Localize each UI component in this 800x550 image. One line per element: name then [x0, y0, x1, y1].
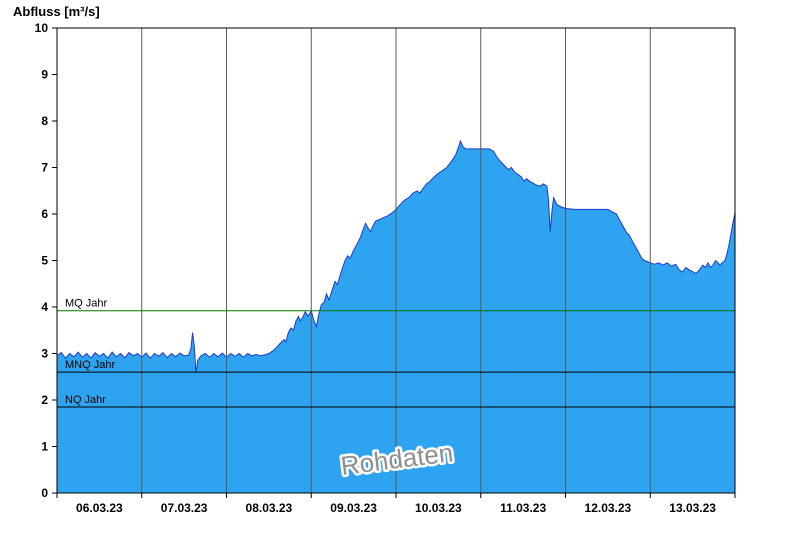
x-tick-label: 11.03.23 [500, 501, 546, 515]
x-tick-label: 12.03.23 [585, 501, 632, 515]
y-tick-label: 6 [41, 207, 48, 221]
x-tick-label: 08.03.23 [246, 501, 293, 515]
nq-jahr-label: NQ Jahr [65, 394, 106, 406]
discharge-line [56, 139, 736, 374]
y-tick-label: 3 [41, 347, 48, 361]
y-tick-label: 7 [41, 161, 48, 175]
y-tick-label: 8 [41, 114, 48, 128]
x-tick-label: 07.03.23 [161, 501, 208, 515]
x-tick-label: 10.03.23 [415, 501, 462, 515]
chart-title: Abfluss [m³/s] [13, 4, 100, 19]
y-tick-label: 10 [35, 21, 49, 35]
x-tick-label: 06.03.23 [76, 501, 123, 515]
mq-jahr-label: MQ Jahr [65, 298, 108, 310]
mnq-jahr-label: MNQ Jahr [65, 359, 115, 371]
y-tick-label: 2 [41, 393, 48, 407]
x-tick-label: 09.03.23 [330, 501, 377, 515]
y-tick-label: 5 [41, 254, 48, 268]
y-tick-label: 0 [41, 486, 48, 500]
y-tick-label: 4 [41, 300, 48, 314]
y-tick-label: 1 [41, 440, 48, 454]
y-tick-label: 9 [41, 68, 48, 82]
x-tick-label: 13.03.23 [669, 501, 716, 515]
